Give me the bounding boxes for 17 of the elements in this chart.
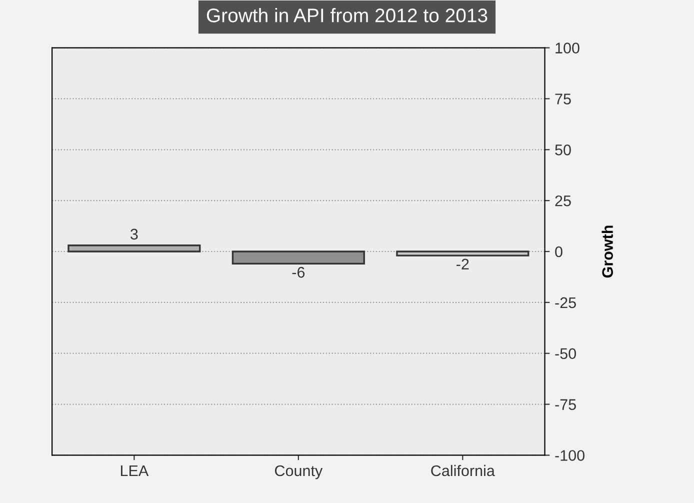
x-tick-label: County: [274, 465, 323, 480]
y-tick-label: -75: [555, 399, 576, 410]
y-tick-label: 100: [556, 42, 580, 54]
y-tick-label: 75: [555, 94, 571, 104]
x-tick-label: LEA: [120, 466, 149, 476]
y-axis-title: Growth: [602, 226, 613, 278]
y-tick-label: -25: [555, 297, 576, 308]
x-tick-label: California: [431, 464, 495, 476]
chart-title: Growth in API from 2012 to 2013: [206, 8, 488, 22]
data-label: 3: [130, 228, 138, 240]
y-tick-label: 0: [555, 246, 562, 258]
y-tick-label: 50: [555, 144, 571, 156]
y-tick-label: -100: [555, 450, 584, 461]
y-tick-label: -50: [555, 348, 576, 360]
y-tick-label: 25: [555, 195, 571, 206]
data-label: -2: [456, 258, 469, 270]
data-label: -6: [292, 266, 305, 278]
